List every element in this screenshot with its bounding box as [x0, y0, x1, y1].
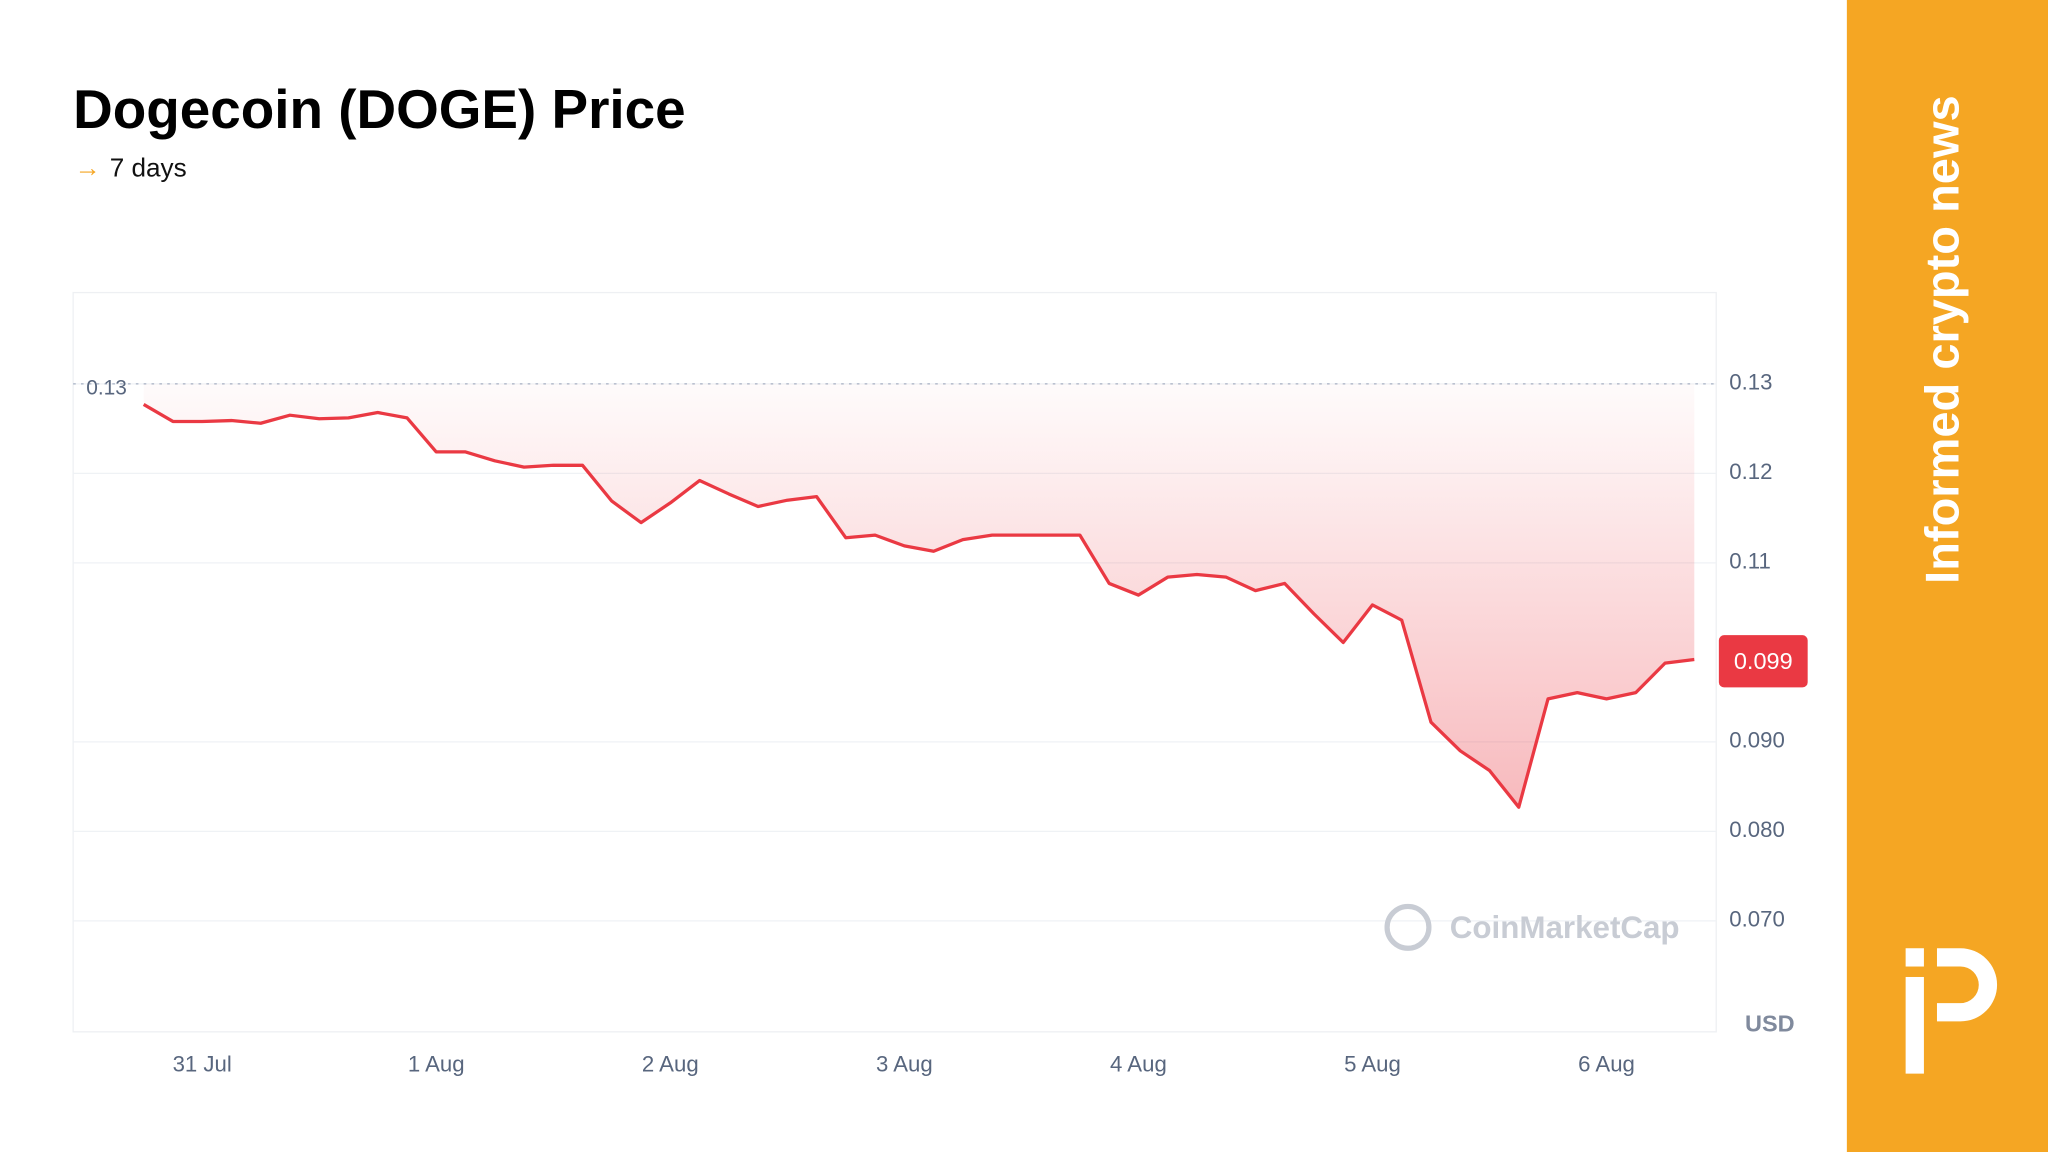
x-tick-label: 31 Jul: [173, 1052, 232, 1077]
y-tick-label: 0.11: [1729, 549, 1771, 574]
chart-title: Dogecoin (DOGE) Price: [73, 78, 686, 140]
x-tick-label: 3 Aug: [876, 1052, 933, 1077]
x-tick-label: 4 Aug: [1110, 1052, 1167, 1077]
price-line: [142, 403, 1695, 809]
last-price-badge: [1718, 635, 1808, 688]
y-tick-label: 0.070: [1729, 907, 1785, 932]
subtitle-arrow: →: [74, 153, 100, 183]
y-tick-label: 0.13: [1729, 370, 1772, 395]
x-tick-label: 1 Aug: [408, 1052, 465, 1077]
logo-dot: [1905, 948, 1924, 967]
y-tick-label: 0.12: [1729, 459, 1772, 484]
y-tick-label: 0.080: [1729, 817, 1785, 842]
subtitle: 7 days: [110, 153, 187, 183]
sidebar-tagline: Informed crypto news: [1916, 95, 1969, 584]
logo-bowl: [1936, 948, 1998, 1022]
last-price-label: 0.099: [1734, 648, 1793, 674]
y-tick-label: 0.090: [1729, 728, 1785, 753]
reference-label: 0.13: [86, 377, 127, 400]
x-tick-label: 5 Aug: [1344, 1052, 1401, 1077]
x-tick-label: 6 Aug: [1578, 1052, 1635, 1077]
x-tick-label: 2 Aug: [642, 1052, 699, 1077]
logo: [1905, 948, 1998, 1074]
watermark-text: CoinMarketCap: [1450, 910, 1680, 945]
y-axis-label: USD: [1745, 1011, 1795, 1037]
area: [143, 383, 1695, 808]
plot-frame: [72, 291, 1717, 1033]
watermark: CoinMarketCap: [1384, 903, 1680, 951]
watermark-logo: [1384, 903, 1432, 951]
logo-stem: [1905, 976, 1924, 1074]
